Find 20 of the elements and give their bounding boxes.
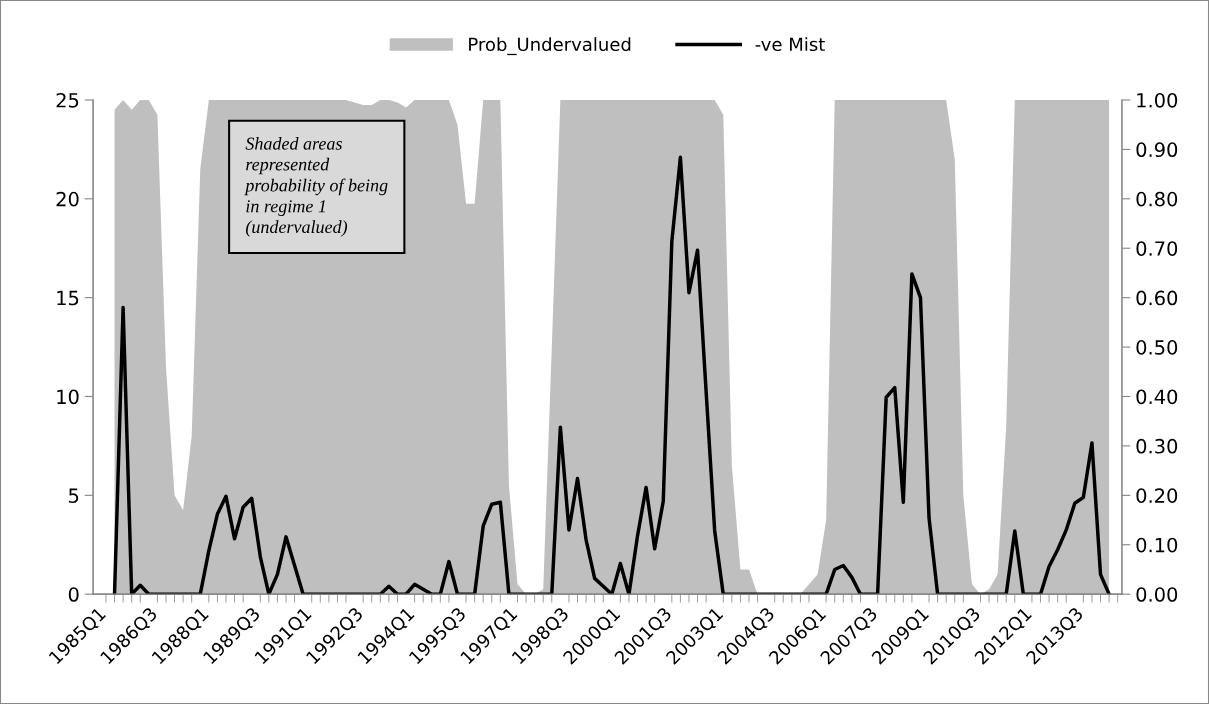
y-tick-label: 25 — [56, 92, 79, 108]
y2-tick-label: 0.00 — [1136, 587, 1178, 602]
annotation: Shaded areas represented probability of being in regime 1 (undervalued) — [244, 137, 388, 237]
y2-tick-label: 0.10 — [1136, 537, 1178, 553]
y2-tick-label: 0.80 — [1136, 191, 1178, 207]
y2-tick-label: 0.70 — [1136, 241, 1178, 256]
y2-tick-label: 0.50 — [1136, 340, 1178, 355]
legend-label: -ve Mist — [755, 37, 825, 52]
y2-tick-label: 1.00 — [1137, 92, 1178, 108]
y-tick-label: 15 — [57, 290, 79, 306]
y2-tick-label: 0.20 — [1136, 488, 1178, 503]
y2-tick-label: 0.40 — [1136, 389, 1178, 405]
y2-tick-label: 0.30 — [1136, 438, 1178, 454]
y2-tick-label: 0.60 — [1136, 290, 1178, 306]
y-tick-label: 0 — [68, 587, 79, 602]
legend-label: Prob_Undervalued — [469, 37, 631, 56]
y-tick-label: 10 — [57, 389, 79, 405]
y-tick-label: 20 — [56, 191, 79, 207]
y2-tick-label: 0.90 — [1136, 142, 1178, 158]
y-tick-label: 5 — [69, 488, 79, 503]
